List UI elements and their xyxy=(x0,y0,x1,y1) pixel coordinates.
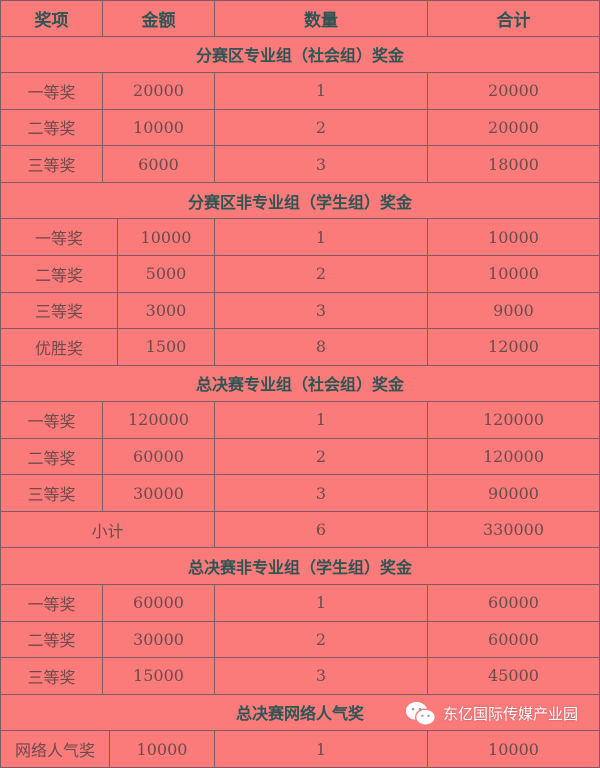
table-row: 一等奖 120000 1 120000 xyxy=(0,402,600,439)
table-cell: 三等奖 xyxy=(0,658,103,694)
table-row: 三等奖 6000 3 18000 xyxy=(0,146,600,183)
section-title: 分赛区非专业组（学生组）奖金 xyxy=(0,182,600,219)
table-row: 一等奖 60000 1 60000 xyxy=(0,585,600,622)
table-cell: 18000 xyxy=(428,146,600,182)
table-cell: 10000 xyxy=(110,731,215,767)
section-header-row: 分赛区非专业组（学生组）奖金 xyxy=(0,182,600,220)
table-cell: 20000 xyxy=(428,109,600,146)
table-row: 一等奖 10000 1 10000 xyxy=(0,219,600,256)
table-row: 二等奖 30000 2 60000 xyxy=(0,621,600,659)
table-cell: 120000 xyxy=(103,402,215,438)
table-cell: 8 xyxy=(215,329,428,365)
table-cell: 1 xyxy=(215,73,428,109)
table-row: 优胜奖 1500 8 12000 xyxy=(0,329,600,366)
header-cell: 合计 xyxy=(428,1,600,36)
subtotal-total: 330000 xyxy=(428,511,600,548)
table-cell: 一等奖 xyxy=(0,73,103,109)
table-cell: 60000 xyxy=(428,585,600,621)
table-row: 三等奖 30000 3 90000 xyxy=(0,475,600,512)
table-cell: 10000 xyxy=(428,255,600,292)
table-cell: 3000 xyxy=(118,292,215,329)
table-cell: 6000 xyxy=(103,146,215,182)
table-cell: 1 xyxy=(215,731,428,767)
wechat-icon xyxy=(405,701,436,726)
table-cell: 90000 xyxy=(428,475,600,511)
header-cell: 奖项 xyxy=(0,1,103,36)
table-cell: 120000 xyxy=(428,438,600,475)
table-cell: 60000 xyxy=(103,585,215,621)
table-cell: 15000 xyxy=(103,658,215,694)
table-row: 二等奖 5000 2 10000 xyxy=(0,255,600,293)
table-cell: 网络人气奖 xyxy=(0,731,110,767)
table-cell: 三等奖 xyxy=(0,475,103,511)
subtotal-count: 6 xyxy=(215,511,428,548)
header-cell: 数量 xyxy=(215,1,428,36)
table-header: 奖项 金额 数量 合计 xyxy=(0,0,600,37)
table-cell: 9000 xyxy=(428,292,600,329)
table-cell: 二等奖 xyxy=(0,438,103,475)
table-cell: 60000 xyxy=(428,621,600,658)
section-title: 总决赛专业组（社会组）奖金 xyxy=(0,365,600,402)
table-cell: 三等奖 xyxy=(0,146,103,182)
table-row: 网络人气奖 10000 1 10000 xyxy=(0,731,600,768)
table-cell: 10000 xyxy=(428,731,600,767)
table-cell: 10000 xyxy=(118,219,215,255)
table-cell: 1 xyxy=(215,219,428,255)
table-cell: 10000 xyxy=(103,109,215,146)
section-header-row: 总决赛非专业组（学生组）奖金 xyxy=(0,548,600,585)
table-cell: 30000 xyxy=(103,475,215,511)
table-cell: 二等奖 xyxy=(0,109,103,146)
table-cell: 60000 xyxy=(103,438,215,475)
table-cell: 二等奖 xyxy=(0,621,103,658)
table-cell: 二等奖 xyxy=(0,255,118,292)
subtotal-row: 小计 6 330000 xyxy=(0,511,600,549)
table-cell: 5000 xyxy=(118,255,215,292)
table-row: 三等奖 15000 3 45000 xyxy=(0,658,600,695)
table-cell: 20000 xyxy=(103,73,215,109)
section-title: 总决赛非专业组（学生组）奖金 xyxy=(0,548,600,584)
table-cell: 1 xyxy=(215,585,428,621)
table-cell: 2 xyxy=(215,438,428,475)
table-row: 三等奖 3000 3 9000 xyxy=(0,292,600,330)
subtotal-label: 小计 xyxy=(0,511,215,548)
table-cell: 一等奖 xyxy=(0,219,118,255)
table-cell: 20000 xyxy=(428,73,600,109)
table-cell: 一等奖 xyxy=(0,585,103,621)
table-row: 二等奖 60000 2 120000 xyxy=(0,438,600,476)
table-cell: 12000 xyxy=(428,329,600,365)
table-cell: 3 xyxy=(215,292,428,329)
table-cell: 2 xyxy=(215,255,428,292)
table-cell: 1 xyxy=(215,402,428,438)
table-cell: 1500 xyxy=(118,329,215,365)
table-cell: 10000 xyxy=(428,219,600,255)
table-cell: 30000 xyxy=(103,621,215,658)
table-cell: 3 xyxy=(215,475,428,511)
table-cell: 优胜奖 xyxy=(0,329,118,365)
table-cell: 45000 xyxy=(428,658,600,694)
header-cell: 金额 xyxy=(103,1,215,36)
table-cell: 120000 xyxy=(428,402,600,438)
section-header-row: 总决赛专业组（社会组）奖金 xyxy=(0,365,600,403)
table-cell: 2 xyxy=(215,109,428,146)
watermark-text: 东亿国际传媒产业园 xyxy=(443,705,579,723)
section-title: 分赛区专业组（社会组）奖金 xyxy=(0,36,600,73)
table-cell: 一等奖 xyxy=(0,402,103,438)
table-row: 一等奖 20000 1 20000 xyxy=(0,73,600,110)
section-header-row: 分赛区专业组（社会组）奖金 xyxy=(0,36,600,74)
table-cell: 3 xyxy=(215,658,428,694)
table-cell: 2 xyxy=(215,621,428,658)
watermark: 东亿国际传媒产业园 xyxy=(405,700,578,728)
table-cell: 3 xyxy=(215,146,428,182)
table-cell: 三等奖 xyxy=(0,292,118,329)
table-row: 二等奖 10000 2 20000 xyxy=(0,109,600,147)
